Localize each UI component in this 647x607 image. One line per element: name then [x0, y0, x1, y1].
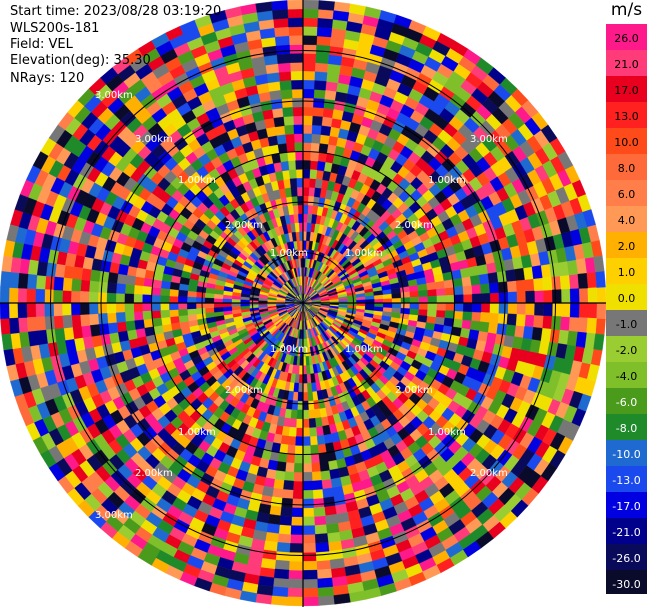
colorbar-cell: [606, 154, 647, 180]
colorbar-label: 6.0: [618, 188, 636, 201]
colorbar-cell: [606, 544, 647, 570]
colorbar-cell: [606, 310, 647, 336]
colorbar-label: -26.0: [612, 552, 640, 565]
colorbar-cell: [606, 414, 647, 440]
colorbar-label: 21.0: [614, 58, 639, 71]
gate-color-group: [18, 23, 588, 605]
elevation: Elevation(deg): 35.30: [10, 53, 151, 68]
range-label: 1.00km: [345, 344, 383, 355]
colorbar-label: 26.0: [614, 32, 639, 45]
colorbar-label: -30.0: [612, 578, 640, 591]
colorbar-cell: [606, 50, 647, 76]
colorbar-label: -10.0: [612, 448, 640, 461]
colorbar: 26.0 21.0 17.0 13.0 10.0 8.0 6.0 4.0 2.0 1.0 0.0 -1…: [606, 24, 647, 594]
range-label: 2.00km: [395, 220, 433, 231]
field-name: Field: VEL: [10, 37, 73, 52]
range-label: 1.00km: [428, 427, 466, 438]
range-label: 1.00km: [428, 175, 466, 186]
range-label: 1.00km: [178, 175, 216, 186]
ppi-plot: 1.00km 1.00km 1.00km 1.00km 2.00km 2.00km 2.00…: [0, 0, 607, 607]
colorbar-label: -8.0: [616, 422, 637, 435]
range-label: 2.00km: [225, 220, 263, 231]
colorbar-label: -13.0: [612, 474, 640, 487]
gate-color-group: [3, 10, 587, 587]
nrays: NRays: 120: [10, 71, 85, 86]
colorbar-label: -21.0: [612, 526, 640, 539]
colorbar-cell: [606, 284, 647, 310]
colorbar-cell: [606, 128, 647, 154]
colorbar-cell: [606, 388, 647, 414]
colorbar-label: 8.0: [618, 162, 636, 175]
colorbar-cell: [606, 492, 647, 518]
range-label: 2.00km: [135, 468, 173, 479]
colorbar-label: -2.0: [616, 344, 637, 357]
colorbar-label: 0.0: [618, 292, 636, 305]
colorbar-label: -6.0: [616, 396, 637, 409]
colorbar-cell: [606, 440, 647, 466]
colorbar-cell: [606, 206, 647, 232]
crosshair: [0, 0, 607, 607]
range-label: 1.00km: [345, 248, 383, 259]
colorbar-cell: [606, 102, 647, 128]
colorbar-label: 1.0: [618, 266, 636, 279]
start-time: Start time: 2023/08/28 03:19:20: [10, 4, 222, 19]
colorbar-label: -1.0: [616, 318, 637, 331]
colorbar-cell: [606, 24, 647, 50]
colorbar-cell: [606, 518, 647, 544]
range-label: 3.00km: [470, 134, 508, 145]
range-label: 2.00km: [225, 385, 263, 396]
colorbar-cell: [606, 180, 647, 206]
colorbar-cell: [606, 76, 647, 102]
range-label: 3.00km: [135, 134, 173, 145]
colorbar-label: -4.0: [616, 370, 637, 383]
colorbar-cell: [606, 466, 647, 492]
colorbar-cell: [606, 232, 647, 258]
range-label: 3.00km: [95, 90, 133, 101]
range-label: 2.00km: [395, 385, 433, 396]
colorbar-label: 10.0: [614, 136, 639, 149]
colorbar-cell: [606, 570, 647, 594]
range-label: 1.00km: [178, 427, 216, 438]
range-label: 2.00km: [470, 468, 508, 479]
colorbar-label: 13.0: [614, 110, 639, 123]
range-label: 1.00km: [270, 344, 308, 355]
colorbar-cell: [606, 362, 647, 388]
colorbar-label: 17.0: [614, 84, 639, 97]
colorbar-label: 4.0: [618, 214, 636, 227]
instrument-name: WLS200s-181: [10, 21, 100, 36]
colorbar-unit: m/s: [610, 0, 643, 20]
velocity-gates: [0, 0, 607, 607]
range-labels: 1.00km 1.00km 1.00km 1.00km 2.00km 2.00km 2.00…: [95, 90, 508, 521]
colorbar-label: 2.0: [618, 240, 636, 253]
colorbar-cell: [606, 258, 647, 284]
range-label: 3.00km: [95, 510, 133, 521]
range-label: 1.00km: [270, 248, 308, 259]
colorbar-cell: [606, 336, 647, 362]
colorbar-label: -17.0: [612, 500, 640, 513]
